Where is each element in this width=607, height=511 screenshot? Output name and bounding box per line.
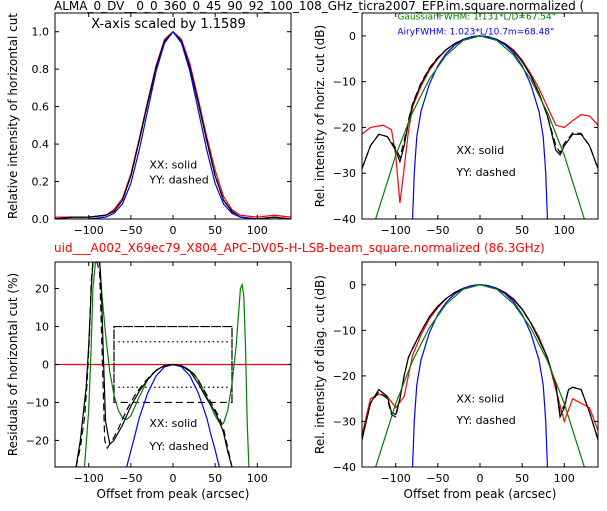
annotation: AiryFWHM: 1.023*L/10.7m=68.48": [397, 28, 554, 38]
annotation: YY: dashed: [148, 173, 208, 186]
y-tick-label: 0.4: [32, 138, 50, 151]
y-tick-label: 0: [349, 30, 356, 43]
x-tick-label: 100: [247, 472, 268, 485]
y-tick-label: −20: [26, 434, 49, 447]
y-tick-label: 0: [42, 359, 49, 372]
x-tick-label: −100: [381, 224, 411, 237]
series-group: [55, 30, 291, 219]
x-tick-label: 100: [554, 224, 575, 237]
plot-frame: [54, 12, 292, 220]
plot-frame: [361, 12, 599, 220]
series-line-5: [75, 262, 233, 467]
x-tick-label: −100: [74, 472, 104, 485]
y-tick-label: −30: [333, 167, 356, 180]
y-tick-label: −10: [333, 324, 356, 337]
y-tick-label: −20: [333, 121, 356, 134]
subplot-bottom-right: −100 −50 0 50 100 0 −10 −20 −30 −40 Rel. intensity…: [313, 261, 599, 501]
x-tick-label: 50: [515, 472, 529, 485]
y-axis-label: Rel. intensity of diag. cut (dB): [313, 275, 327, 454]
annotation: XX: solid: [149, 158, 197, 171]
series-line-6: [75, 262, 233, 467]
annotation: XX: solid: [456, 144, 504, 157]
x-tick-label: 100: [554, 472, 575, 485]
annotation: XX: solid: [149, 417, 197, 430]
series-group: [55, 262, 291, 467]
figure-mid-title: uid___A002_X69ec79_X804_APC-DV05-H-LSB-b…: [54, 241, 545, 255]
x-tick-label: 50: [208, 472, 222, 485]
y-axis-label: Relative intensity of horizontal cut: [6, 13, 20, 219]
y-axis-label: Rel. intensity of horiz. cut (dB): [313, 25, 327, 207]
x-tick-label: −100: [74, 224, 104, 237]
x-tick-label: −50: [119, 224, 142, 237]
y-tick-label: −10: [26, 396, 49, 409]
annotation: YY: dashed: [455, 414, 515, 427]
figure-top-title: ALMA_0_DV__0_0_360_0_45_90_92_100_108_GH…: [54, 0, 584, 13]
subplot-top-left: −100 −50 0 50 100 0.0 0.2 0.4 0.6 0.8 1.0 Relative …: [6, 12, 292, 237]
y-tick-label: 0.6: [32, 101, 50, 114]
y-axis-label: Residuals of horizontal cut (%): [6, 273, 20, 456]
y-tick-label: 20: [35, 283, 49, 296]
annotation: GaussianFWHM: 1.131*L/D=67.54": [397, 12, 555, 22]
x-tick-label: −100: [381, 472, 411, 485]
y-tick-label: 0: [349, 279, 356, 292]
series-line-3: [55, 30, 291, 219]
x-tick-label: 0: [170, 472, 177, 485]
x-axis-label: Offset from peak (arcsec): [404, 487, 557, 501]
plot-frame: [361, 261, 599, 468]
y-tick-label: 0.0: [32, 213, 50, 226]
annotation: X-axis scaled by 1.1589: [91, 17, 246, 32]
series-line-4: [375, 284, 585, 467]
annotation: YY: dashed: [148, 440, 208, 453]
x-axis-label: Offset from peak (arcsec): [97, 487, 250, 501]
y-tick-label: −40: [333, 461, 356, 474]
series-group: [362, 35, 598, 219]
x-tick-label: −50: [426, 472, 449, 485]
x-tick-label: 0: [477, 472, 484, 485]
y-tick-label: 10: [35, 321, 49, 334]
x-tick-label: 100: [247, 224, 268, 237]
series-line-0: [55, 30, 291, 218]
y-tick-label: −40: [333, 213, 356, 226]
x-tick-label: 50: [515, 224, 529, 237]
series-line-2: [55, 30, 291, 219]
series-line-1: [55, 30, 291, 219]
subplot-top-right: −100 −50 0 50 100 0 −10 −20 −30 −40 Rel. intensity…: [313, 12, 599, 237]
annotation: XX: solid: [456, 392, 504, 405]
series-group: [362, 284, 598, 467]
y-tick-label: −20: [333, 370, 356, 383]
y-tick-label: 0.8: [32, 63, 50, 76]
x-tick-label: −50: [426, 224, 449, 237]
y-tick-label: 1.0: [32, 26, 50, 39]
annotation: YY: dashed: [455, 166, 515, 179]
y-tick-label: −10: [333, 76, 356, 89]
series-line-4: [375, 35, 585, 219]
x-tick-label: −50: [119, 472, 142, 485]
y-tick-label: 0.2: [32, 176, 50, 189]
x-tick-label: 0: [170, 224, 177, 237]
series-line-1: [113, 325, 233, 404]
series-line-2: [118, 341, 228, 388]
x-tick-label: 50: [208, 224, 222, 237]
x-tick-label: 0: [477, 224, 484, 237]
y-tick-label: −30: [333, 415, 356, 428]
